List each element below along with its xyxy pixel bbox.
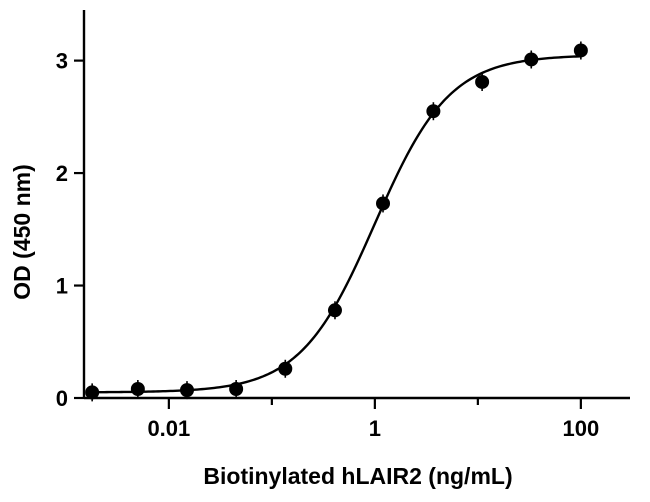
data-point [130, 382, 145, 397]
y-tick-label: 3 [56, 49, 68, 74]
data-point [229, 382, 244, 397]
axes [82, 10, 630, 400]
data-point [573, 43, 588, 58]
fit-curve-layer [92, 55, 581, 394]
data-point [376, 196, 391, 211]
data-points-layer [85, 41, 588, 402]
x-tick-label: 0.01 [147, 416, 190, 441]
x-tick-label: 1 [369, 416, 381, 441]
data-point [327, 303, 342, 318]
data-point [85, 385, 100, 400]
data-point [475, 74, 490, 89]
ticks: 0 1 2 3 0.01 1 100 [56, 49, 599, 441]
y-tick-label: 2 [56, 161, 68, 186]
data-point [426, 104, 441, 119]
data-point [524, 52, 539, 67]
x-axis-title: Biotinylated hLAIR2 (ng/mL) [203, 463, 512, 489]
y-axis-title: OD (450 nm) [9, 164, 35, 299]
y-tick-label: 1 [56, 274, 68, 299]
data-point [179, 383, 194, 398]
fit-curve [92, 55, 581, 394]
data-point [278, 361, 293, 376]
y-tick-label: 0 [56, 386, 68, 411]
x-tick-label: 100 [562, 416, 599, 441]
